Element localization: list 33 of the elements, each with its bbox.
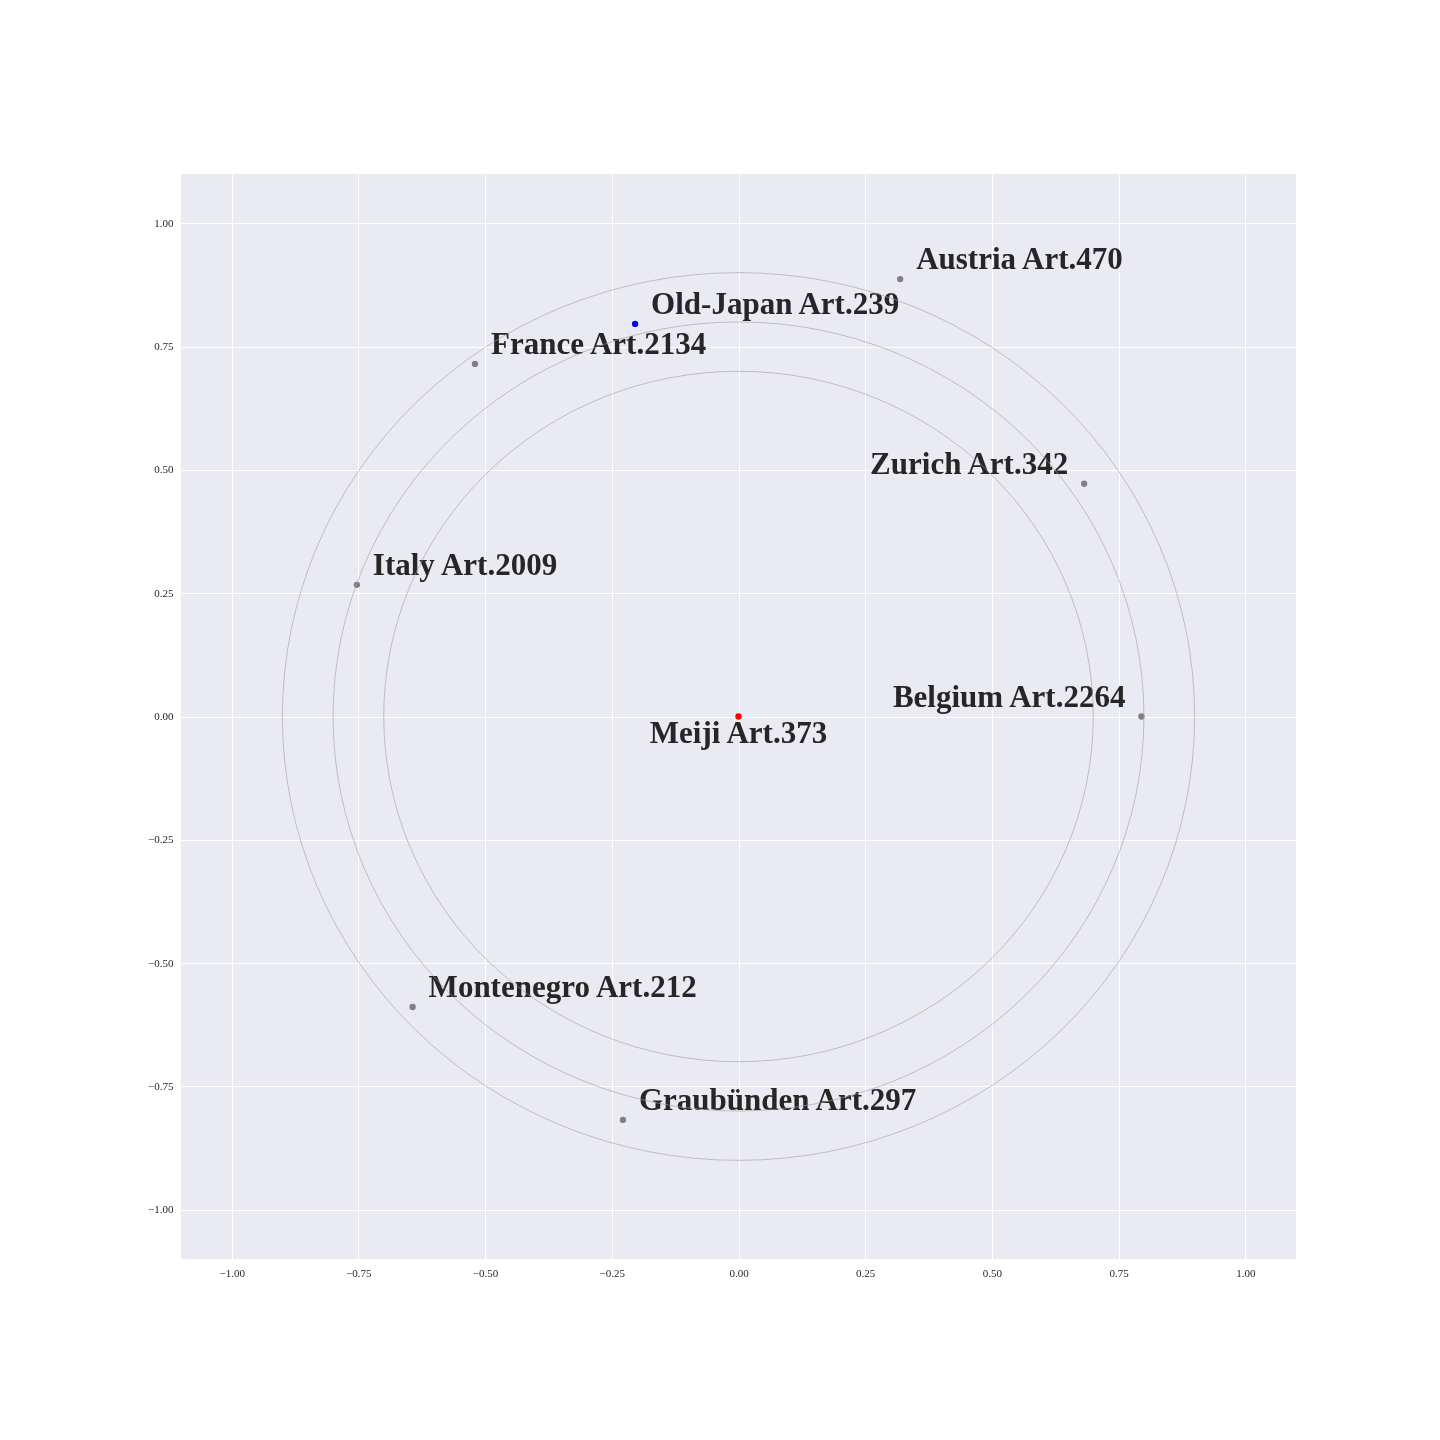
point [409, 1003, 416, 1011]
y-tick-label: −0.75 [148, 1079, 174, 1092]
y-tick-label: −1.00 [148, 1203, 174, 1216]
annotation: Zurich Art.342 [870, 445, 1069, 481]
y-tick-label: 0.00 [154, 710, 174, 722]
annotation: Meiji Art.373 [649, 714, 828, 750]
point [619, 1116, 627, 1124]
x-tick-label: −0.50 [472, 1266, 499, 1279]
point [897, 275, 904, 283]
x-tick-label: 1.00 [1236, 1266, 1256, 1279]
y-tick-label: −0.25 [148, 833, 174, 846]
y-tick-label: 0.50 [154, 463, 174, 476]
annotation: Old-Japan Art.239 [651, 285, 900, 321]
y-tick-label: −0.50 [148, 956, 174, 969]
y-tick-label: 0.75 [154, 340, 174, 353]
x-tick-label: −0.25 [599, 1266, 626, 1279]
y-tick-label: 1.00 [154, 216, 174, 229]
x-tick-label: 0.25 [856, 1266, 876, 1279]
point [1080, 480, 1088, 487]
x-tick-label: 0.50 [982, 1266, 1003, 1279]
y-tick-label: 0.25 [154, 586, 174, 599]
x-tick-label: 0.75 [1109, 1266, 1130, 1279]
x-tick-label: −1.00 [219, 1266, 246, 1279]
annotation: Austria Art.470 [916, 241, 1123, 277]
point [471, 360, 479, 368]
annotation: Belgium Art.2264 [892, 678, 1126, 714]
annotation: Italy Art.2009 [372, 546, 558, 582]
x-tick-label: −0.75 [346, 1266, 373, 1279]
annotation: Graubünden Art.297 [638, 1081, 917, 1117]
point [631, 320, 639, 328]
annotation: France Art.2134 [490, 325, 707, 361]
annotation: Montenegro Art.212 [428, 968, 697, 1004]
x-tick-label: 0.00 [729, 1266, 750, 1279]
